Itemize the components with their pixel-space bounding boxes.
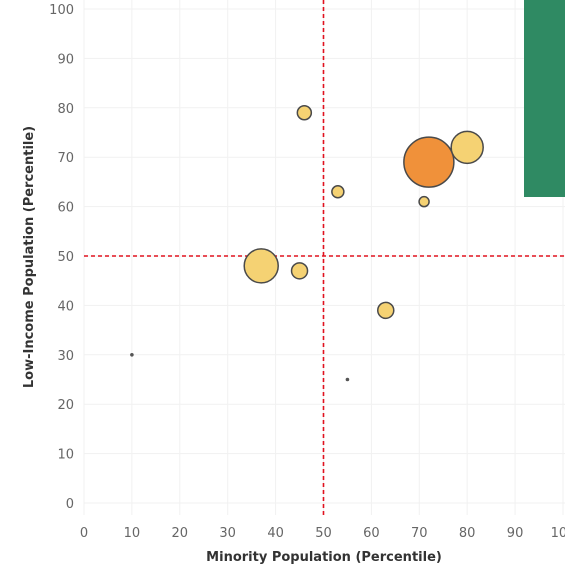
data-point[interactable] [296,104,313,121]
x-tick-label: 30 [219,526,236,541]
y-tick-label: 0 [66,497,74,512]
x-axis-title: Minority Population (Percentile) [206,550,442,565]
y-tick-label: 50 [57,250,74,265]
x-axis-ticks: 0 10 20 30 40 50 60 70 80 90 100 [80,526,565,541]
x-tick-label: 0 [80,526,88,541]
y-tick-label: 60 [57,201,74,216]
y-tick-label: 10 [57,448,74,463]
x-tick-label: 80 [459,526,476,541]
y-tick-label: 30 [57,349,74,364]
x-tick-label: 90 [507,526,524,541]
data-point[interactable] [418,195,430,208]
data-point[interactable] [331,185,345,199]
overlay-panel [524,0,565,197]
x-tick-label: 60 [363,526,380,541]
x-tick-label: 50 [315,526,332,541]
data-points [130,104,484,382]
x-tick-label: 100 [551,526,565,541]
y-tick-label: 20 [57,398,74,413]
y-tick-label: 90 [57,52,74,67]
data-point[interactable] [290,262,309,280]
reference-lines [84,0,565,515]
y-axis-title: Low-Income Population (Percentile) [22,126,37,388]
data-point[interactable] [345,377,350,382]
x-tick-label: 10 [124,526,141,541]
data-point[interactable] [403,136,455,188]
data-point[interactable] [377,301,395,320]
y-tick-label: 70 [57,151,74,166]
x-tick-label: 20 [172,526,189,541]
y-tick-label: 100 [49,3,74,18]
gridlines [83,0,565,515]
data-point[interactable] [450,130,484,165]
data-point[interactable] [130,353,134,357]
x-tick-label: 70 [411,526,428,541]
data-point[interactable] [243,248,279,284]
y-axis-ticks: 0 10 20 30 40 50 60 70 80 90 100 [49,3,74,512]
y-tick-label: 80 [57,102,74,117]
y-tick-label: 40 [57,299,74,314]
x-tick-label: 40 [267,526,284,541]
